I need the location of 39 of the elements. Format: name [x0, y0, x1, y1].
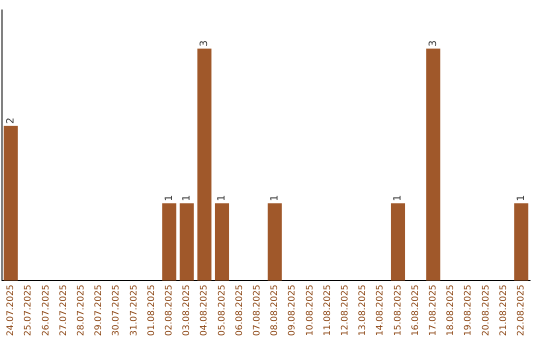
data-label: 3 — [198, 40, 210, 47]
x-tick-label: 21.08.2025 — [498, 284, 509, 336]
x-tick-label: 04.08.2025 — [200, 284, 210, 336]
x-tick-label: 30.07.2025 — [112, 284, 122, 336]
data-label: 1 — [516, 194, 527, 202]
x-tick-label: 16.08.2025 — [410, 284, 421, 336]
x-tick-label: 18.08.2025 — [446, 284, 456, 336]
x-tick-label: 07.08.2025 — [252, 284, 263, 336]
data-label: 1 — [164, 194, 175, 202]
data-label: 1 — [269, 194, 280, 202]
x-tick-label: 12.08.2025 — [340, 284, 351, 336]
x-tick-label: 26.07.2025 — [41, 284, 52, 336]
x-tick-label: 27.07.2025 — [58, 284, 69, 336]
x-tick-label: 14.08.2025 — [376, 284, 386, 336]
x-tick-label: 22.08.2025 — [516, 284, 527, 336]
x-tick-label: 13.08.2025 — [358, 284, 368, 336]
x-tick-label: 09.08.2025 — [288, 284, 298, 336]
x-tick-label: 05.08.2025 — [217, 284, 228, 336]
x-tick-label: 03.08.2025 — [182, 284, 192, 336]
x-tick-label: 28.07.2025 — [76, 284, 87, 336]
data-label: 2 — [5, 118, 16, 124]
x-tick-label: 06.08.2025 — [234, 284, 245, 336]
x-tick-label: 29.07.2025 — [94, 284, 104, 336]
x-tick-label: 02.08.2025 — [164, 284, 175, 336]
x-tick-label: 20.08.2025 — [481, 284, 492, 336]
x-tick-label: 24.07.2025 — [6, 284, 16, 336]
data-label: 3 — [428, 40, 439, 47]
data-label: 1 — [392, 194, 404, 202]
data-label: 1 — [216, 194, 228, 202]
x-tick-label: 15.08.2025 — [393, 284, 404, 336]
x-tick-label: 01.08.2025 — [146, 284, 157, 336]
x-tick-label: 19.08.2025 — [464, 284, 474, 336]
x-tick-label: 25.07.2025 — [24, 284, 34, 336]
data-label: 1 — [181, 194, 192, 202]
x-tick-label: 10.08.2025 — [305, 284, 316, 336]
x-tick-label: 08.08.2025 — [270, 284, 280, 336]
x-tick-label: 31.07.2025 — [129, 284, 140, 336]
x-tick-label: 11.08.2025 — [322, 284, 333, 336]
x-tick-label: 17.08.2025 — [428, 284, 439, 336]
